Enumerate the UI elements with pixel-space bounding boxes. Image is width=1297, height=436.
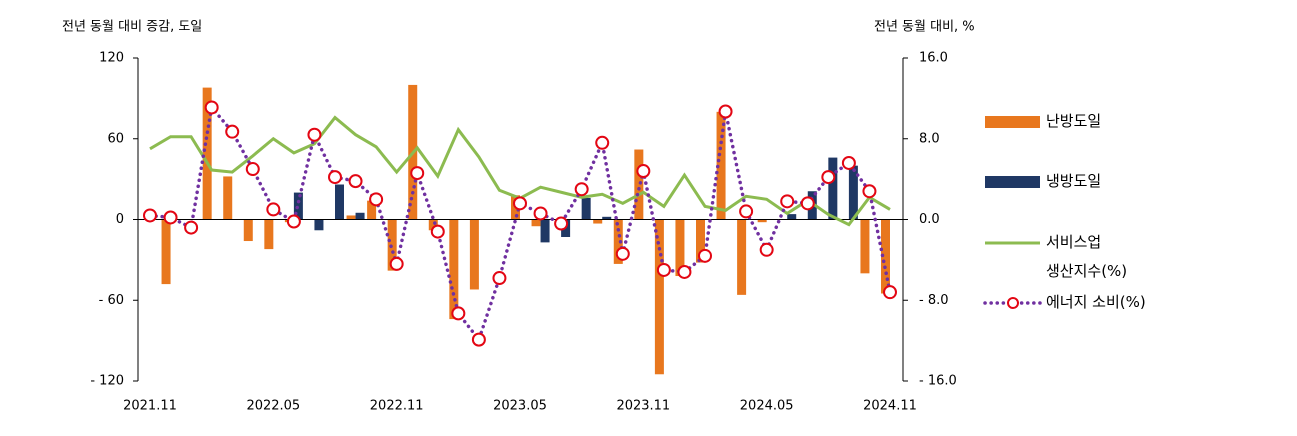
point (245, 162, 260, 177)
bar (293, 192, 303, 220)
point (677, 264, 692, 279)
bar (428, 219, 438, 231)
bar (531, 219, 541, 227)
point (369, 192, 384, 207)
bar (469, 219, 479, 290)
bar (449, 219, 459, 320)
bar (860, 219, 870, 274)
y-axis-label: 전년 동월 대비 증감, 도일 (62, 20, 202, 35)
bar (602, 216, 612, 220)
bar (613, 219, 623, 264)
bar (161, 219, 171, 285)
bar (881, 219, 890, 294)
legend-label: 서비스업 생산지수(%) (1046, 233, 1128, 280)
point (451, 306, 466, 321)
legend-swatch (985, 116, 1040, 128)
y-tick-label: - 60 (99, 293, 124, 308)
bar (223, 176, 233, 220)
y-tick-label: 120 (99, 51, 124, 66)
point (841, 155, 856, 170)
point (163, 210, 178, 225)
y2-axis-label: 전년 동월 대비, % (874, 20, 975, 35)
x-tick-label: 2024.11 (863, 399, 917, 414)
point (492, 271, 507, 286)
bar (540, 219, 550, 243)
bar (355, 212, 365, 220)
y-tick-label: 60 (107, 131, 124, 146)
bar (787, 214, 797, 220)
bar (367, 200, 377, 220)
point (471, 332, 486, 347)
y2-tick-label: 0.0 (919, 212, 940, 227)
point (718, 104, 733, 119)
bar (581, 197, 591, 220)
point (883, 285, 897, 300)
bar (634, 149, 644, 220)
point (389, 256, 404, 271)
point (430, 224, 445, 239)
point (554, 216, 569, 231)
point (266, 202, 281, 217)
bar (243, 219, 253, 242)
x-tick-label: 2022.11 (370, 399, 424, 414)
legend-swatch (985, 176, 1040, 188)
bar (737, 219, 747, 295)
y2-tick-label: 16.0 (919, 51, 948, 66)
y-tick-label: 0 (116, 212, 124, 227)
bar (654, 219, 664, 375)
x-tick-label: 2023.11 (616, 399, 670, 414)
point (286, 214, 301, 229)
point (636, 164, 651, 179)
point (513, 196, 527, 211)
point (780, 194, 795, 209)
point (759, 242, 774, 257)
bar (675, 219, 685, 277)
point (800, 196, 815, 211)
y2-tick-label: - 16.0 (919, 374, 957, 389)
bar (264, 219, 274, 250)
legend-label: 냉방도일 (1046, 172, 1102, 190)
bar (593, 219, 603, 224)
legend-label: 에너지 소비(%) (1046, 293, 1146, 311)
x-tick-label: 2023.05 (493, 399, 547, 414)
point (656, 262, 671, 277)
legend-marker (1007, 297, 1019, 309)
point (821, 170, 836, 185)
bar (757, 219, 767, 223)
x-tick-label: 2024.05 (740, 399, 794, 414)
point (204, 100, 219, 115)
bar (848, 165, 858, 220)
point (615, 246, 630, 261)
legend-label: 난방도일 (1046, 112, 1102, 130)
point (862, 184, 877, 199)
point (595, 135, 610, 150)
point (410, 166, 425, 181)
point (307, 127, 322, 142)
point (348, 174, 363, 189)
x-tick-label: 2021.11 (123, 399, 177, 414)
bar (716, 111, 726, 220)
point (184, 220, 199, 235)
point (739, 204, 754, 219)
y-tick-label: - 120 (90, 374, 124, 389)
point (225, 124, 240, 139)
point (328, 170, 342, 185)
bar (314, 219, 324, 231)
point (698, 248, 712, 263)
x-tick-label: 2022.05 (246, 399, 300, 414)
point (574, 182, 589, 197)
bar (696, 219, 705, 263)
y2-tick-label: 8.0 (919, 131, 940, 146)
bar (335, 184, 344, 220)
bar (346, 215, 356, 220)
y2-tick-label: - 8.0 (919, 293, 949, 308)
point (143, 208, 157, 223)
line (148, 103, 892, 344)
point (533, 206, 548, 221)
bar (202, 87, 212, 220)
bar (828, 157, 838, 220)
